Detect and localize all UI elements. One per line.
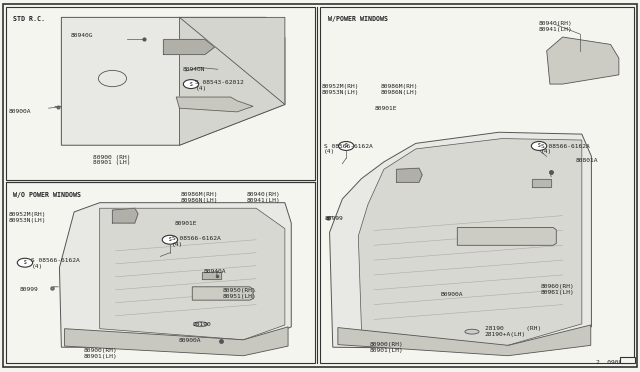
Text: 28190      (RH)
28190+A(LH): 28190 (RH) 28190+A(LH) <box>484 326 541 337</box>
Polygon shape <box>192 287 253 300</box>
Text: STD R.C.: STD R.C. <box>13 16 45 22</box>
Text: 80900(RH)
80901(LH): 80900(RH) 80901(LH) <box>370 342 404 353</box>
Polygon shape <box>458 228 556 245</box>
Text: 80940(RH)
80941(LH): 80940(RH) 80941(LH) <box>539 21 573 32</box>
Polygon shape <box>532 179 551 187</box>
Text: S: S <box>168 237 172 242</box>
Polygon shape <box>164 39 214 54</box>
Text: 80940N: 80940N <box>182 67 205 72</box>
Text: 80950(RH)
80951(LH): 80950(RH) 80951(LH) <box>223 288 257 299</box>
Text: 80986M(RH)
80986N(LH): 80986M(RH) 80986N(LH) <box>381 84 418 95</box>
Text: 80940G: 80940G <box>71 33 93 38</box>
Bar <box>6 7 315 180</box>
Text: 80952M(RH)
80953N(LH): 80952M(RH) 80953N(LH) <box>8 212 46 223</box>
Text: W/O POWER WINDOWS: W/O POWER WINDOWS <box>13 192 81 198</box>
Polygon shape <box>179 17 285 145</box>
Text: 80999: 80999 <box>20 286 38 292</box>
Polygon shape <box>65 327 288 356</box>
Text: 80900(RH)
80901(LH): 80900(RH) 80901(LH) <box>84 348 118 359</box>
Text: B0900A: B0900A <box>440 292 463 297</box>
Text: S: S <box>189 81 193 87</box>
Text: S 08566-6162A
(4): S 08566-6162A (4) <box>541 144 589 154</box>
Circle shape <box>339 141 354 150</box>
Circle shape <box>17 258 33 267</box>
Bar <box>6 182 315 363</box>
Text: 80900A: 80900A <box>178 338 201 343</box>
Text: S 08566-6162A
(4): S 08566-6162A (4) <box>31 259 80 269</box>
Ellipse shape <box>465 329 479 334</box>
Polygon shape <box>547 37 619 84</box>
Polygon shape <box>176 97 253 112</box>
Polygon shape <box>330 132 591 349</box>
Circle shape <box>99 70 127 87</box>
Text: S 08566-6162A
(4): S 08566-6162A (4) <box>324 144 372 154</box>
Text: S: S <box>538 144 541 148</box>
Circle shape <box>163 235 177 244</box>
Polygon shape <box>397 168 422 182</box>
Circle shape <box>531 141 547 150</box>
Polygon shape <box>620 357 635 363</box>
Polygon shape <box>100 208 285 340</box>
Text: 80999: 80999 <box>325 216 344 221</box>
Text: 80901E: 80901E <box>174 221 197 225</box>
Text: 80960(RH)
80961(LH): 80960(RH) 80961(LH) <box>540 284 574 295</box>
Text: 80900 (RH)
80901 (LH): 80900 (RH) 80901 (LH) <box>93 155 131 166</box>
Polygon shape <box>113 208 138 223</box>
Polygon shape <box>61 17 285 145</box>
Text: 80952M(RH)
80953N(LH): 80952M(RH) 80953N(LH) <box>321 84 359 95</box>
Text: S: S <box>345 144 348 148</box>
Text: 80801A: 80801A <box>575 158 598 163</box>
Text: 80940(RH)
80941(LH): 80940(RH) 80941(LH) <box>246 192 280 202</box>
Text: S: S <box>24 260 26 265</box>
Polygon shape <box>60 203 291 347</box>
Text: 28190: 28190 <box>192 322 211 327</box>
Text: W/POWER WINDOWS: W/POWER WINDOWS <box>328 16 388 22</box>
Text: 80901E: 80901E <box>374 106 397 111</box>
Text: 2  09000P: 2 09000P <box>596 360 630 365</box>
Text: S 08566-6162A
(4): S 08566-6162A (4) <box>172 236 221 247</box>
Text: 80900A: 80900A <box>9 109 31 114</box>
Text: 80986M(RH)
80986N(LH): 80986M(RH) 80986N(LH) <box>180 192 218 202</box>
Bar <box>320 7 634 363</box>
Text: 80940A: 80940A <box>204 269 227 274</box>
Text: S 08543-62012
(4): S 08543-62012 (4) <box>195 80 244 91</box>
Circle shape <box>183 80 198 89</box>
Polygon shape <box>338 325 591 356</box>
Polygon shape <box>358 138 582 346</box>
Ellipse shape <box>193 322 207 327</box>
Polygon shape <box>202 272 221 279</box>
